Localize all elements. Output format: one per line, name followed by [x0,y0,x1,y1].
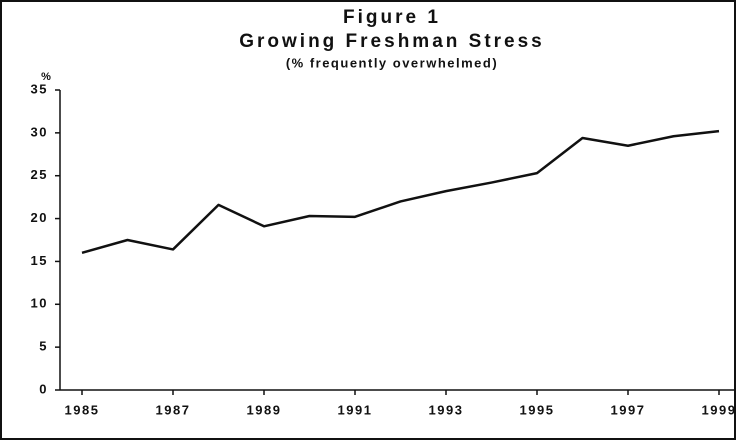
x-tick-label: 1995 [520,402,555,417]
x-tick-label: 1997 [611,402,646,417]
y-tick-label: 25 [31,167,48,182]
y-tick-label: 30 [31,124,48,139]
x-tick-label: 1987 [156,402,191,417]
x-tick-label: 1993 [429,402,464,417]
data-line [81,129,720,255]
chart-note: (% frequently overwhelmed) [286,55,498,70]
chart-title: Figure 1 [343,7,441,28]
y-tick-label: 20 [31,210,48,225]
y-tick-label: 0 [39,381,48,396]
chart-subtitle: Growing Freshman Stress [239,31,545,52]
x-tick-label: 1985 [65,402,100,417]
x-tick-label: 1989 [247,402,282,417]
y-tick-label: 10 [31,296,48,311]
x-tick-label: 1991 [338,402,373,417]
y-tick-label: 5 [39,339,48,354]
y-tick-label: 15 [31,253,48,268]
y-axis-label: % [41,71,51,83]
x-tick-label: 1999 [702,402,736,417]
y-tick-label: 35 [31,81,48,96]
